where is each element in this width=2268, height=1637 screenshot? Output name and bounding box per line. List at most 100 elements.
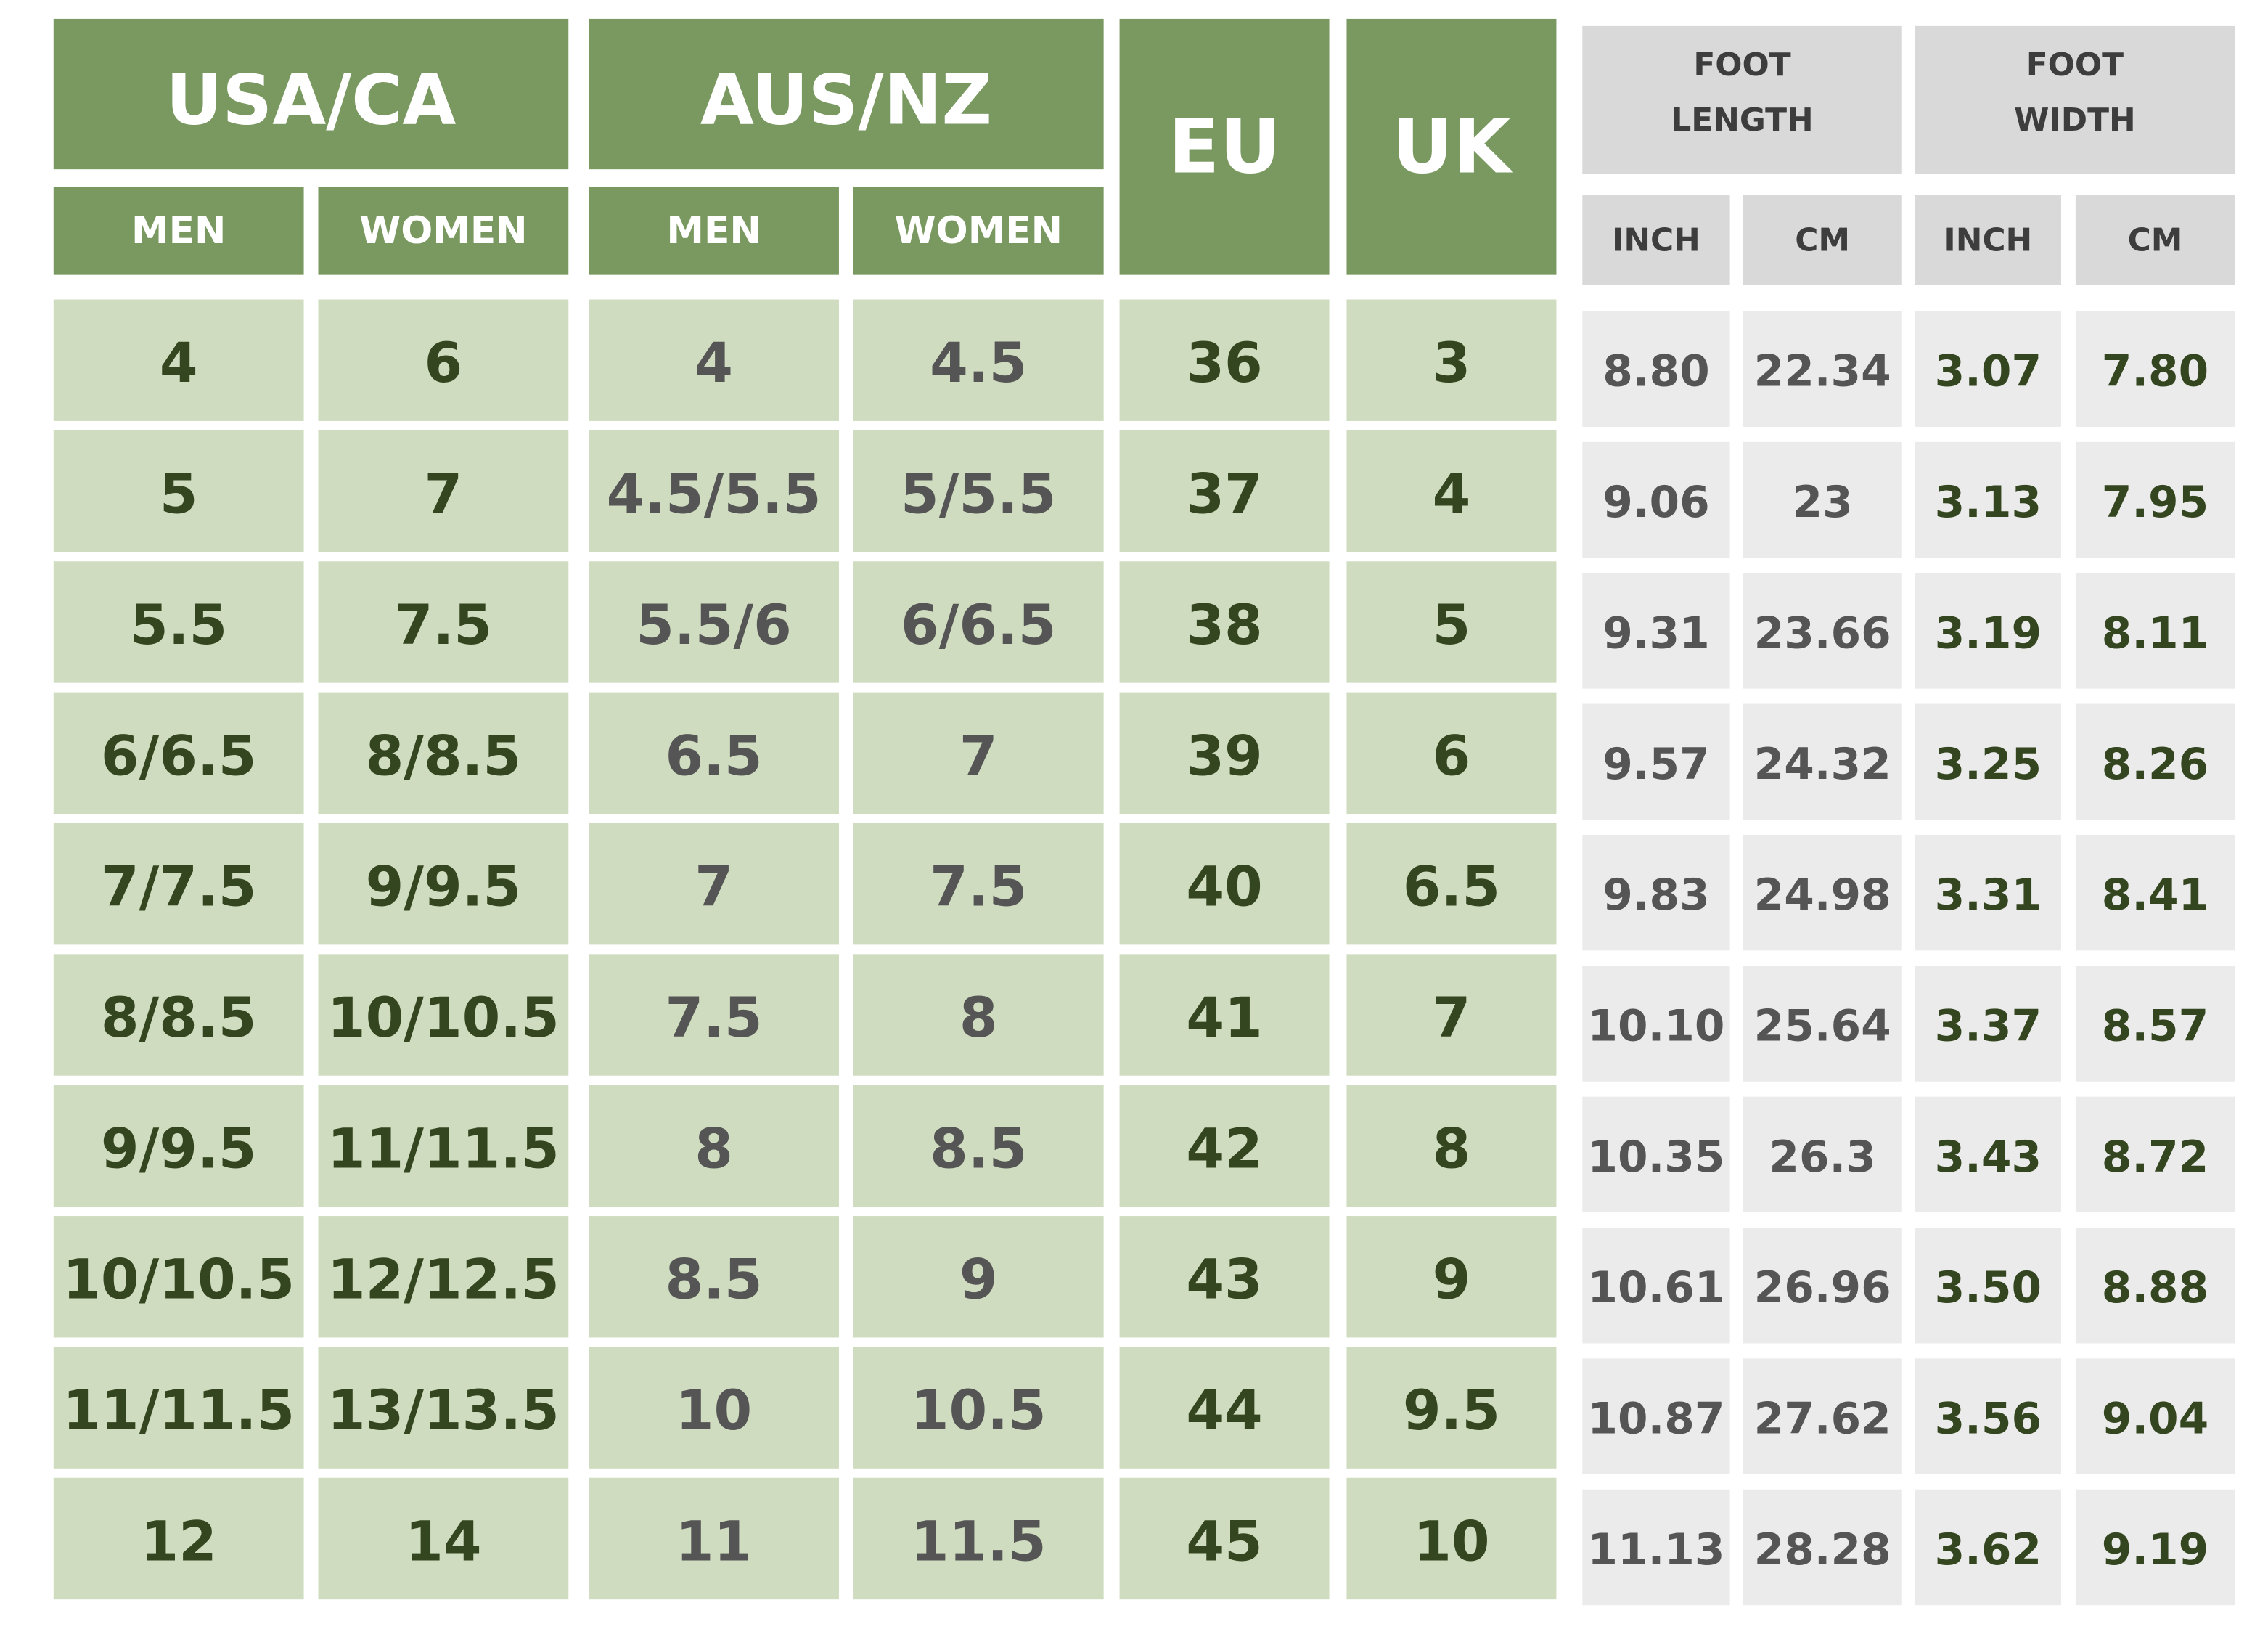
cell-text: 8 (959, 986, 998, 1050)
cell-text: 13/13.5 (327, 1379, 560, 1442)
group-header-cell (1119, 18, 1330, 275)
group-header-cell (1915, 25, 2235, 174)
table-cell (853, 822, 1104, 945)
group-header: AUS/NZ (700, 60, 992, 141)
cell-text: 6 (1433, 724, 1471, 788)
table-cell (589, 1477, 839, 1600)
cell-text: 14 (405, 1509, 481, 1573)
cell-text: 40 (1186, 855, 1262, 919)
table-cell (53, 1085, 304, 1207)
table-cell (53, 561, 304, 683)
table-cell (1346, 1347, 1557, 1469)
cell-text: 41 (1186, 986, 1262, 1050)
table-cell (1915, 1489, 2061, 1606)
cell-text: 44 (1186, 1379, 1262, 1442)
cell-text: 4 (160, 331, 198, 395)
table-cell (318, 822, 569, 945)
cell-text: 3 (1433, 331, 1471, 395)
cell-text: 9.5 (1403, 1379, 1500, 1442)
group-header-cell (1346, 18, 1557, 275)
cell-text: 8.5 (930, 1116, 1027, 1180)
cell-text: 10.5 (911, 1379, 1047, 1442)
sub-header-cell (1582, 195, 1730, 285)
cell-text: 8.57 (2102, 1001, 2208, 1051)
sub-header-cell (1915, 195, 2061, 285)
table-cell (318, 561, 569, 683)
table-cell (853, 430, 1104, 552)
cell-text: 10 (676, 1379, 752, 1442)
table-cell (2075, 1358, 2235, 1474)
sub-header: MEN (666, 209, 761, 253)
table-cell (318, 1477, 569, 1600)
cell-text: 3.31 (1935, 870, 2042, 920)
table-cell (589, 430, 839, 552)
cell-text: 5 (160, 462, 198, 526)
cell-text: 9.31 (1602, 608, 1709, 658)
cell-text: 5 (1433, 593, 1471, 657)
table-cell (853, 954, 1104, 1076)
cell-text: 6.5 (665, 724, 762, 788)
table-cell (1119, 1477, 1330, 1600)
group-header-cell (1582, 25, 1902, 174)
cell-text: 4.5 (930, 331, 1027, 395)
table-cell (53, 1216, 304, 1338)
table-cell (1346, 692, 1557, 815)
cell-text: 22.34 (1754, 347, 1891, 397)
table-cell (2075, 703, 2235, 820)
group-header: LENGTH (1671, 102, 1813, 139)
cell-text: 37 (1186, 462, 1262, 526)
cell-text: 26.96 (1754, 1263, 1891, 1313)
cell-text: 7.5 (665, 986, 762, 1050)
cell-text: 8.72 (2102, 1132, 2208, 1183)
cell-text: 10.87 (1587, 1395, 1724, 1445)
group-header: USA/CA (166, 60, 457, 141)
table-cell (1346, 1085, 1557, 1207)
cell-text: 8.80 (1602, 347, 1709, 397)
cell-text: 4 (1433, 462, 1471, 526)
group-header-cell (589, 18, 1104, 170)
table-cell (318, 954, 569, 1076)
table-cell (53, 692, 304, 815)
table-cell (1915, 311, 2061, 427)
table-cell (1119, 954, 1330, 1076)
table-cell (1346, 1216, 1557, 1338)
table-cell (1743, 441, 1902, 558)
sub-header: WOMEN (895, 209, 1063, 253)
cell-text: 11.5 (911, 1509, 1047, 1573)
cell-text: 24.32 (1754, 740, 1891, 790)
cell-text: 24.98 (1754, 870, 1891, 920)
cell-text: 45 (1186, 1509, 1262, 1573)
group-header: FOOT (2026, 46, 2124, 83)
table-cell (1582, 703, 1730, 820)
table-cell (2075, 573, 2235, 689)
cell-text: 9.83 (1602, 870, 1709, 920)
table-cell (1915, 1228, 2061, 1344)
table-cell (589, 822, 839, 945)
table-cell (1743, 1358, 1902, 1474)
table-cell (1743, 703, 1902, 820)
cell-text: 4 (695, 331, 733, 395)
group-header-cell (53, 18, 569, 170)
cell-text: 23 (1793, 478, 1853, 528)
sub-header-cell (853, 187, 1104, 275)
table-cell (1119, 430, 1330, 552)
table-cell (1915, 1096, 2061, 1213)
table-cell (318, 430, 569, 552)
table-cell (589, 1216, 839, 1338)
cell-text: 11.13 (1587, 1525, 1724, 1575)
table-cell (1346, 1477, 1557, 1600)
cell-text: 10/10.5 (327, 986, 560, 1050)
sub-header-cell (318, 187, 569, 275)
cell-text: 10/10.5 (62, 1248, 295, 1312)
cell-text: 7.5 (395, 593, 492, 657)
cell-text: 12/12.5 (327, 1248, 560, 1312)
cell-text: 7.95 (2102, 478, 2208, 528)
table-cell (853, 1216, 1104, 1338)
cell-text: 9.04 (2102, 1395, 2208, 1445)
table-cell (53, 954, 304, 1076)
cell-text: 9.06 (1602, 478, 1709, 528)
table-cell (1743, 1096, 1902, 1213)
table-cell (1582, 1358, 1730, 1474)
table-cell (853, 1347, 1104, 1469)
cell-text: 42 (1186, 1116, 1262, 1180)
